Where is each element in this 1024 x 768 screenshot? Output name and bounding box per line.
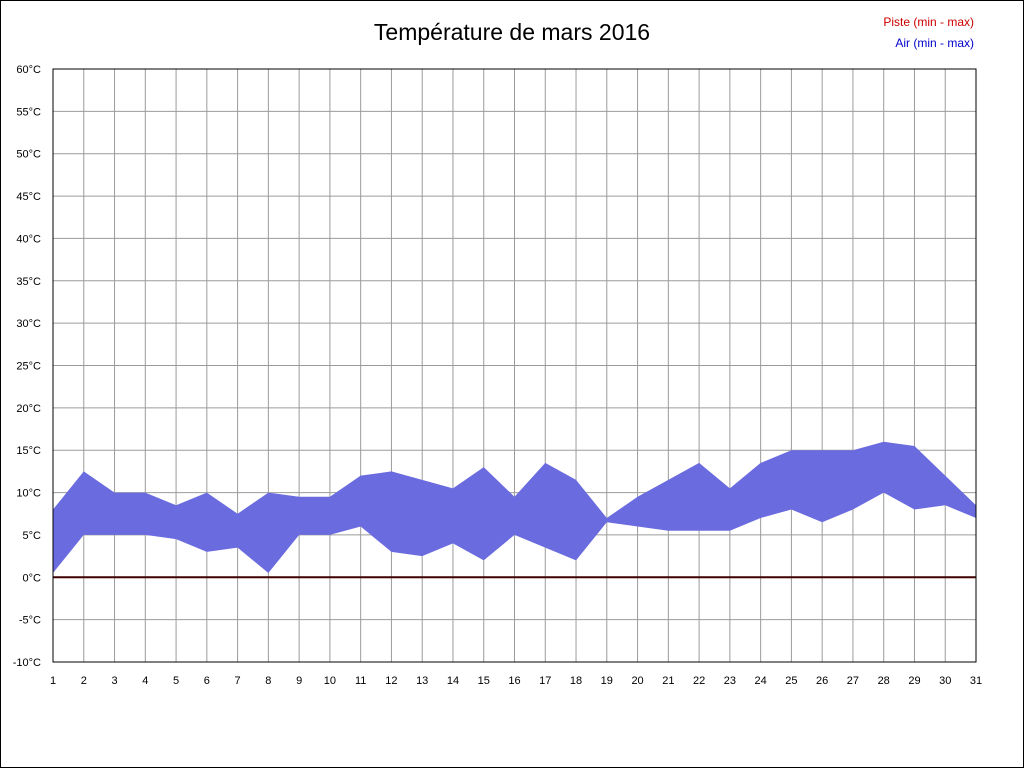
x-axis-tick-label: 23 — [724, 675, 736, 687]
legend-item-piste: Piste (min - max) — [883, 15, 974, 29]
y-axis-tick-label: 50°C — [16, 149, 41, 161]
y-axis-tick-label: 40°C — [16, 233, 41, 245]
x-axis-tick-label: 5 — [173, 675, 179, 687]
x-axis-tick-label: 26 — [816, 675, 828, 687]
y-axis-tick-label: -5°C — [19, 615, 41, 627]
air-minmax-band — [53, 441, 976, 574]
x-axis-tick-label: 30 — [939, 675, 951, 687]
x-axis-tick-label: 11 — [355, 675, 366, 687]
x-axis-tick-label: 28 — [878, 675, 890, 687]
y-axis-tick-label: 30°C — [16, 318, 41, 330]
x-axis-tick-label: 2 — [81, 675, 87, 687]
x-axis-tick-label: 29 — [908, 675, 920, 687]
plot-border — [52, 68, 977, 663]
x-axis-tick-label: 13 — [416, 675, 428, 687]
x-axis-tick-label: 3 — [111, 675, 117, 687]
y-axis-tick-label: 10°C — [16, 488, 41, 500]
x-axis-tick-label: 12 — [385, 675, 397, 687]
x-axis-tick-label: 15 — [478, 675, 490, 687]
x-axis-tick-label: 24 — [755, 675, 767, 687]
x-axis-tick-label: 4 — [142, 675, 148, 687]
x-axis-tick-label: 10 — [324, 675, 336, 687]
chart-title: Température de mars 2016 — [373, 19, 651, 45]
x-axis-tick-label: 1 — [50, 675, 56, 687]
x-axis-tick-label: 31 — [970, 675, 982, 687]
x-axis-tick-label: 19 — [601, 675, 613, 687]
chart-legend: Piste (min - max) Air (min - max) — [883, 12, 974, 54]
y-axis-tick-label: 15°C — [16, 445, 41, 457]
y-axis-tick-label: -10°C — [13, 657, 41, 669]
x-axis-tick-label: 7 — [235, 675, 241, 687]
x-axis-tick-label: 6 — [204, 675, 210, 687]
x-axis-tick-label: 27 — [847, 675, 859, 687]
x-axis-tick-label: 14 — [447, 675, 459, 687]
y-axis-tick-label: 5°C — [23, 530, 42, 542]
x-axis-tick-label: 25 — [785, 675, 797, 687]
y-axis-tick-label: 55°C — [16, 106, 41, 118]
legend-item-air: Air (min - max) — [895, 36, 974, 50]
y-axis-tick-label: 45°C — [16, 191, 41, 203]
x-axis-tick-label: 21 — [662, 675, 674, 687]
y-axis-tick-label: 0°C — [23, 572, 42, 584]
x-axis-tick-label: 8 — [265, 675, 271, 687]
y-axis-tick-label: 25°C — [16, 361, 41, 373]
x-axis-tick-label: 20 — [631, 675, 643, 687]
y-axis-tick-label: 35°C — [16, 276, 41, 288]
y-axis-tick-label: 60°C — [16, 64, 41, 76]
x-axis-tick-label: 9 — [296, 675, 302, 687]
x-axis-tick-label: 17 — [539, 675, 551, 687]
x-axis-tick-label: 18 — [570, 675, 582, 687]
x-axis-tick-label: 16 — [508, 675, 520, 687]
x-axis-tick-label: 22 — [693, 675, 705, 687]
y-axis-tick-label: 20°C — [16, 403, 41, 415]
